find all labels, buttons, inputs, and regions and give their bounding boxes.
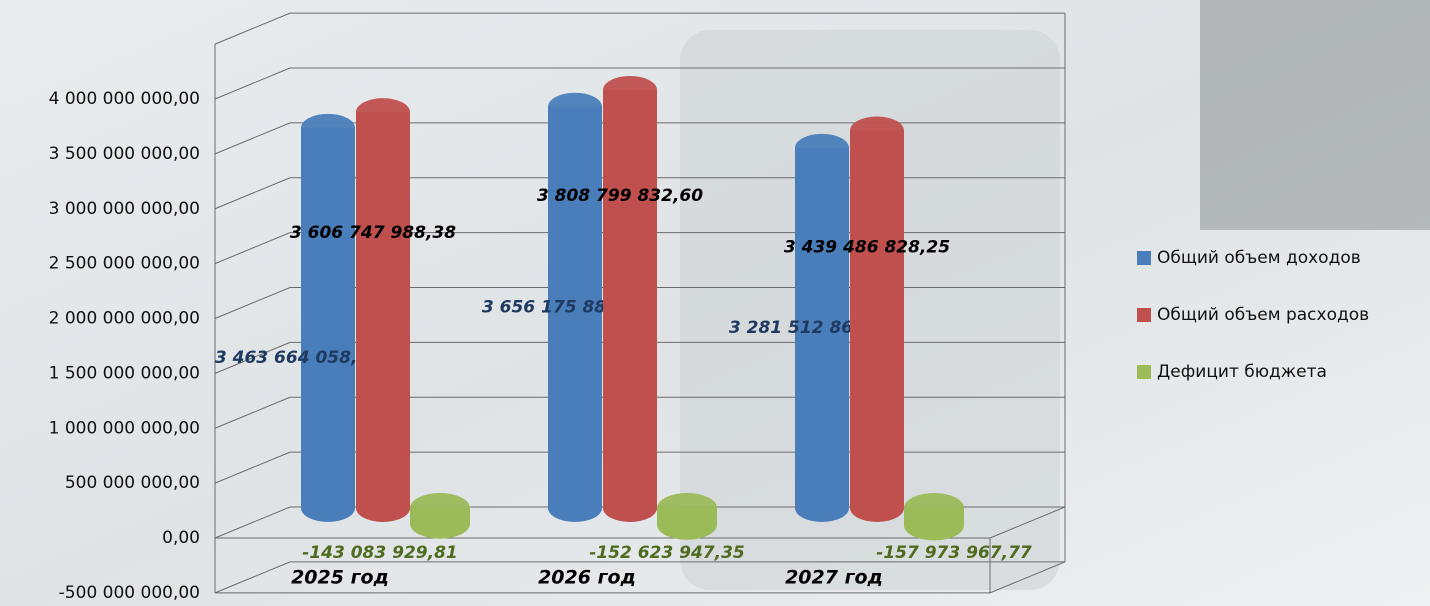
data-label: 3 463 664 058,57 [215,348,381,368]
grid-line [214,451,291,484]
x-tick-label: 2026 год [538,567,636,589]
legend-label: Общий объем расходов [1157,305,1369,325]
grid-line [214,287,291,319]
bar-body [301,127,355,509]
bar-top [657,493,717,523]
y-tick-label: 0,00 [162,528,200,548]
bar-top [356,98,410,127]
data-label: -157 973 967,77 [876,543,1032,563]
legend-swatch [1137,308,1151,322]
bar [356,98,410,522]
data-label: -152 623 947,35 [589,543,744,563]
y-tick-label: 1 000 000 000,00 [49,418,200,438]
bar-body [850,130,904,508]
legend-swatch [1137,365,1151,379]
y-tick-label: 2 500 000 000,00 [49,254,200,274]
bar [603,75,657,522]
y-tick-label: -500 000 000,00 [59,583,200,603]
floor [989,506,1066,539]
grid-line [214,67,291,100]
bar-body [356,112,410,508]
grid-line [214,341,291,374]
y-tick-label: 3 000 000 000,00 [49,199,200,219]
grid-line [214,122,291,155]
bar [657,493,717,540]
bar [795,133,849,522]
bar [850,116,904,522]
legend-label: Дефицит бюджета [1157,362,1327,382]
y-tick-label: 3 500 000 000,00 [49,144,200,164]
bar-top [410,493,470,523]
y-tick-label: 500 000 000,00 [65,473,200,493]
grid-line [214,232,291,265]
bar [904,493,964,541]
bar [301,113,355,522]
bar [548,92,602,522]
plot-frame [214,12,291,45]
legend-swatch [1137,251,1151,265]
y-tick-label: 1 500 000 000,00 [49,363,200,383]
bar-top [301,113,355,142]
data-label: -143 083 929,81 [302,543,457,563]
grid-line [214,506,291,539]
y-tick-label: 2 000 000 000,00 [49,309,200,329]
bar-body [603,89,657,508]
x-tick-label: 2027 год [785,567,883,589]
grid-line [214,177,291,210]
data-label: 3 808 799 832,60 [537,186,703,206]
y-tick-label: 4 000 000 000,00 [49,89,200,109]
grid-line [214,561,291,594]
bar-top [548,92,602,121]
bar-top [850,116,904,145]
bar-top [904,493,964,523]
bar-body [548,106,602,509]
bg-keyboard [1200,0,1430,230]
bar-top [795,133,849,162]
data-label: 3 606 747 988,38 [290,223,456,243]
data-label: 3 439 486 828,25 [784,237,950,257]
grid-line [214,396,291,429]
bar-body [795,147,849,509]
x-tick-label: 2025 год [291,567,389,589]
legend-label: Общий объем доходов [1157,248,1361,268]
bar [410,493,470,539]
bar-top [603,75,657,104]
